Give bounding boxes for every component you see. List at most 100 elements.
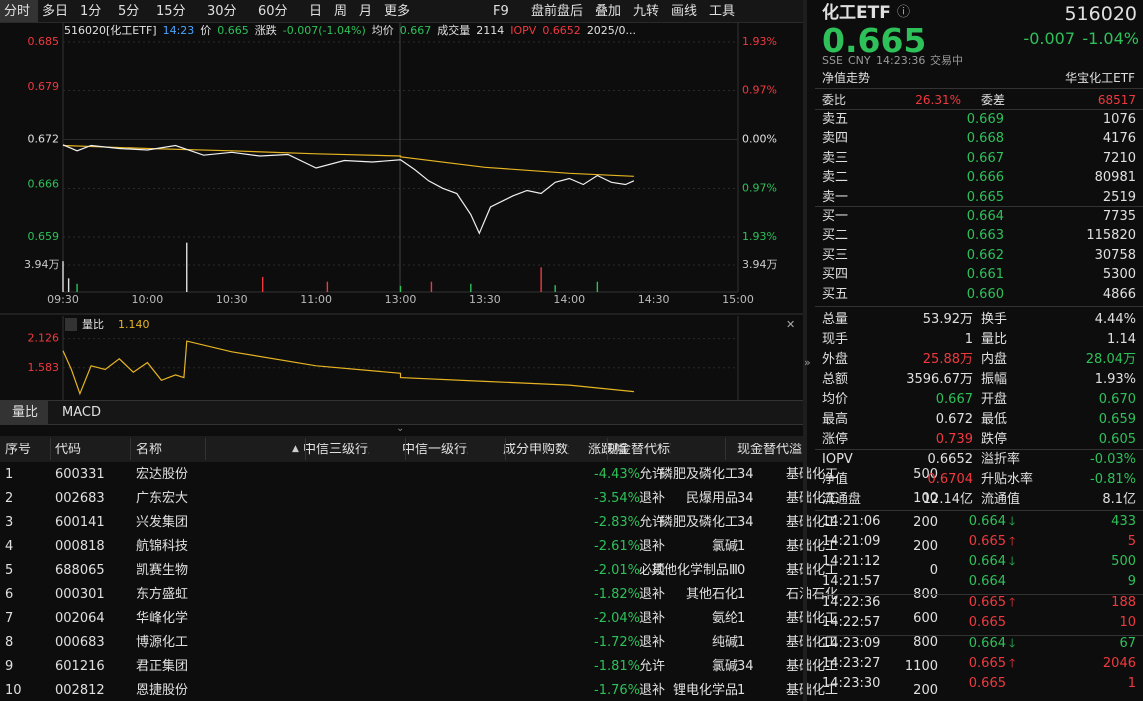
- tool-button[interactable]: 叠加: [595, 4, 622, 19]
- tick-volume: 1: [1127, 676, 1136, 691]
- meta-field: 14:23:36: [876, 54, 926, 67]
- y2-tick-label: 1.93%: [742, 230, 777, 243]
- tick-arrow: 🡓: [1009, 636, 1016, 650]
- ratio-label: 量比: [82, 318, 104, 331]
- stat-value: 0.605: [1098, 432, 1136, 447]
- info-field: 0.6652: [542, 24, 581, 37]
- table-cell: 000683: [55, 635, 105, 650]
- table-cell: 8: [5, 635, 14, 650]
- x-tick-label: 09:30: [47, 293, 79, 306]
- stat-label: 换手: [981, 312, 1008, 327]
- book-volume: 4866: [1102, 286, 1136, 302]
- table-cell: 必须: [638, 563, 665, 578]
- tool-button[interactable]: F9: [493, 4, 509, 19]
- period-tab[interactable]: 15分: [156, 4, 186, 19]
- tool-button[interactable]: 九转: [633, 4, 660, 19]
- security-code: 516020: [1064, 3, 1137, 25]
- indicator-tab[interactable]: 量比: [12, 405, 39, 420]
- book-price: 0.666: [966, 170, 1004, 186]
- divider: [815, 109, 1143, 110]
- tick-time: 14:21:09: [822, 534, 881, 549]
- table-cell: 基础化工: [785, 515, 838, 530]
- tool-button[interactable]: 工具: [709, 4, 736, 19]
- tick-price: 0.664: [968, 514, 1006, 529]
- period-tab[interactable]: 日: [309, 4, 323, 19]
- column-header[interactable]: 中信三级行业: [303, 443, 369, 456]
- table-cell: 10: [5, 683, 22, 698]
- book-level: 买一: [822, 209, 849, 224]
- book-level: 卖五: [822, 112, 849, 127]
- column-header[interactable]: 成分申购数量: [503, 443, 569, 456]
- period-tab[interactable]: 30分: [207, 4, 237, 19]
- column-header[interactable]: 现金替代溢: [737, 443, 803, 456]
- column-header[interactable]: 序号: [5, 443, 32, 456]
- table-cell: 1: [737, 540, 746, 553]
- tick-price: 0.665: [968, 656, 1006, 671]
- period-tab[interactable]: 周: [334, 4, 348, 19]
- volume-bar: [326, 281, 329, 292]
- period-tab[interactable]: 5分: [118, 4, 140, 19]
- volume-tick-label: 3.94万: [24, 258, 60, 271]
- tool-button[interactable]: 画线: [671, 4, 698, 19]
- book-volume: 4176: [1102, 131, 1136, 147]
- table-cell: 1: [737, 588, 746, 601]
- stat-value: 8.1亿: [1102, 492, 1136, 507]
- nav-trend[interactable]: 净值走势: [822, 71, 871, 85]
- table-cell: 博源化工: [136, 635, 189, 650]
- table-cell: 基础化工: [785, 611, 838, 626]
- table-cell: 基础化工: [785, 539, 838, 554]
- column-header[interactable]: 代码: [55, 443, 82, 456]
- stat-label: 振幅: [981, 372, 1008, 387]
- info-field: 成交量: [437, 23, 470, 37]
- period-tab[interactable]: 月: [359, 4, 373, 19]
- fund-name: 华宝化工ETF: [1065, 71, 1135, 85]
- volume-bar: [554, 285, 556, 292]
- info-field: 516020[化工ETF]: [64, 23, 157, 37]
- book-price: 0.667: [966, 150, 1004, 166]
- tool-button[interactable]: 盘前盘后: [531, 4, 584, 19]
- period-tab[interactable]: 60分: [258, 4, 288, 19]
- info-field: 2114: [476, 24, 504, 37]
- book-level: 卖一: [822, 189, 849, 205]
- table-cell: 002064: [55, 611, 105, 626]
- table-cell: 0: [929, 563, 938, 578]
- sort-icon: ▲: [292, 444, 299, 454]
- table-cell: -3.54%: [594, 491, 640, 506]
- table-cell: 200: [913, 539, 938, 554]
- table-cell: 000818: [55, 539, 105, 554]
- book-price: 0.668: [966, 131, 1004, 147]
- stat-value: 0.659: [1098, 412, 1136, 427]
- tick-time: 14:22:36: [822, 595, 881, 610]
- table-cell: -1.76%: [594, 683, 640, 698]
- table-cell: -1.72%: [594, 635, 640, 650]
- table-cell: -1.82%: [594, 587, 640, 602]
- table-cell: -2.04%: [594, 611, 640, 626]
- period-tab[interactable]: 更多: [384, 4, 411, 19]
- close-icon: ✕: [786, 318, 795, 331]
- period-tab[interactable]: 多日: [42, 4, 69, 19]
- table-cell: 退补: [638, 683, 665, 698]
- tick-time: 14:22:57: [822, 615, 881, 630]
- table-cell: 氯碱: [711, 659, 738, 674]
- tick-arrow: 🡓: [1009, 514, 1016, 528]
- table-cell: 7: [5, 611, 14, 626]
- x-tick-label: 13:00: [385, 293, 417, 306]
- x-tick-label: 10:00: [132, 293, 164, 306]
- table-cell: 0: [737, 564, 746, 577]
- table-cell: 5: [5, 563, 14, 578]
- book-level: 卖二: [822, 170, 849, 186]
- column-header[interactable]: 中信一级行业: [402, 443, 468, 456]
- period-tab[interactable]: 1分: [80, 4, 102, 19]
- table-cell: 34: [737, 516, 754, 529]
- column-header[interactable]: 名称: [136, 443, 163, 456]
- column-sep: [205, 438, 206, 460]
- column-header[interactable]: 现金替代标志: [605, 443, 671, 456]
- table-cell: 允许: [638, 467, 665, 482]
- table-cell: 基础化工: [785, 467, 838, 482]
- volume-bar: [470, 283, 472, 292]
- book-level: 卖四: [822, 131, 849, 147]
- table-cell: 1: [737, 612, 746, 625]
- indicator-tab[interactable]: MACD: [62, 405, 101, 420]
- period-tab[interactable]: 分时: [4, 4, 31, 19]
- weibi-value: 26.31%: [915, 93, 961, 107]
